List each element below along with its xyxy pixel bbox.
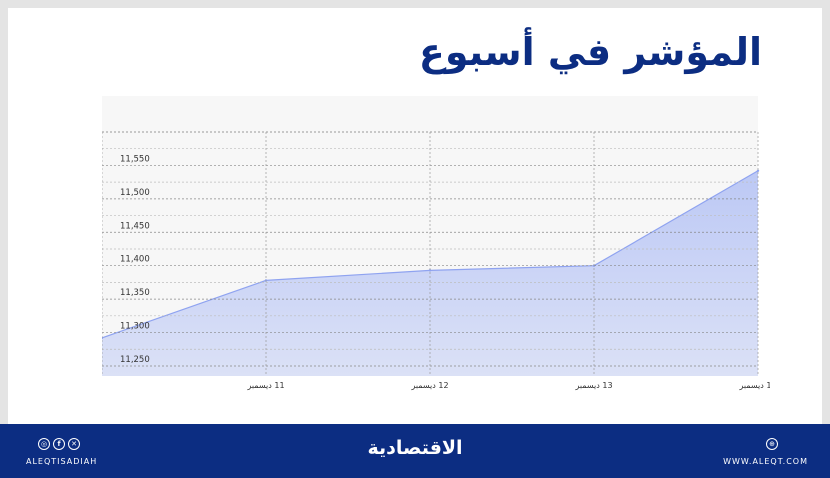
data-point-4 bbox=[756, 169, 760, 172]
y-tick-label: 11,350 bbox=[120, 288, 150, 298]
chart: 11,250 11,300 11,350 11,400 11,450 11,500 11,5… bbox=[102, 96, 770, 396]
y-tick-label: 11,300 bbox=[120, 322, 150, 332]
y-tick-label: 11,450 bbox=[120, 221, 150, 231]
y-tick-label: 11,250 bbox=[120, 355, 150, 365]
y-tick-label: 11,550 bbox=[120, 154, 150, 164]
facebook-icon[interactable]: f bbox=[53, 438, 65, 450]
social-icons: ◎ f ✕ bbox=[38, 438, 80, 450]
footer-bar: ◎ f ✕ ALEQTISADIAH الاقتصادية ⊕ WWW.ALEQ… bbox=[0, 424, 830, 478]
website-link[interactable]: WWW.ALEQT.COM bbox=[723, 457, 808, 466]
x-tick-label: 12 ديسمبر bbox=[410, 381, 448, 390]
x-tick-label: 13 ديسمبر bbox=[574, 381, 612, 390]
brand-logo: الاقتصادية bbox=[367, 437, 463, 459]
globe-icon[interactable]: ⊕ bbox=[766, 438, 778, 450]
x-tick-label: 14 ديسمبر bbox=[738, 381, 770, 390]
data-point-2 bbox=[428, 269, 432, 272]
instagram-icon[interactable]: ◎ bbox=[38, 438, 50, 450]
x-tick-label: 11 ديسمبر bbox=[246, 381, 284, 390]
y-tick-label: 11,500 bbox=[120, 188, 150, 198]
chart-svg: 11,250 11,300 11,350 11,400 11,450 11,500 11,5… bbox=[102, 96, 770, 390]
x-icon[interactable]: ✕ bbox=[68, 438, 80, 450]
y-tick-label: 11,400 bbox=[120, 255, 150, 265]
social-handle[interactable]: ALEQTISADIAH bbox=[26, 457, 98, 466]
page-title: المؤشر في أسبوع bbox=[418, 30, 762, 74]
